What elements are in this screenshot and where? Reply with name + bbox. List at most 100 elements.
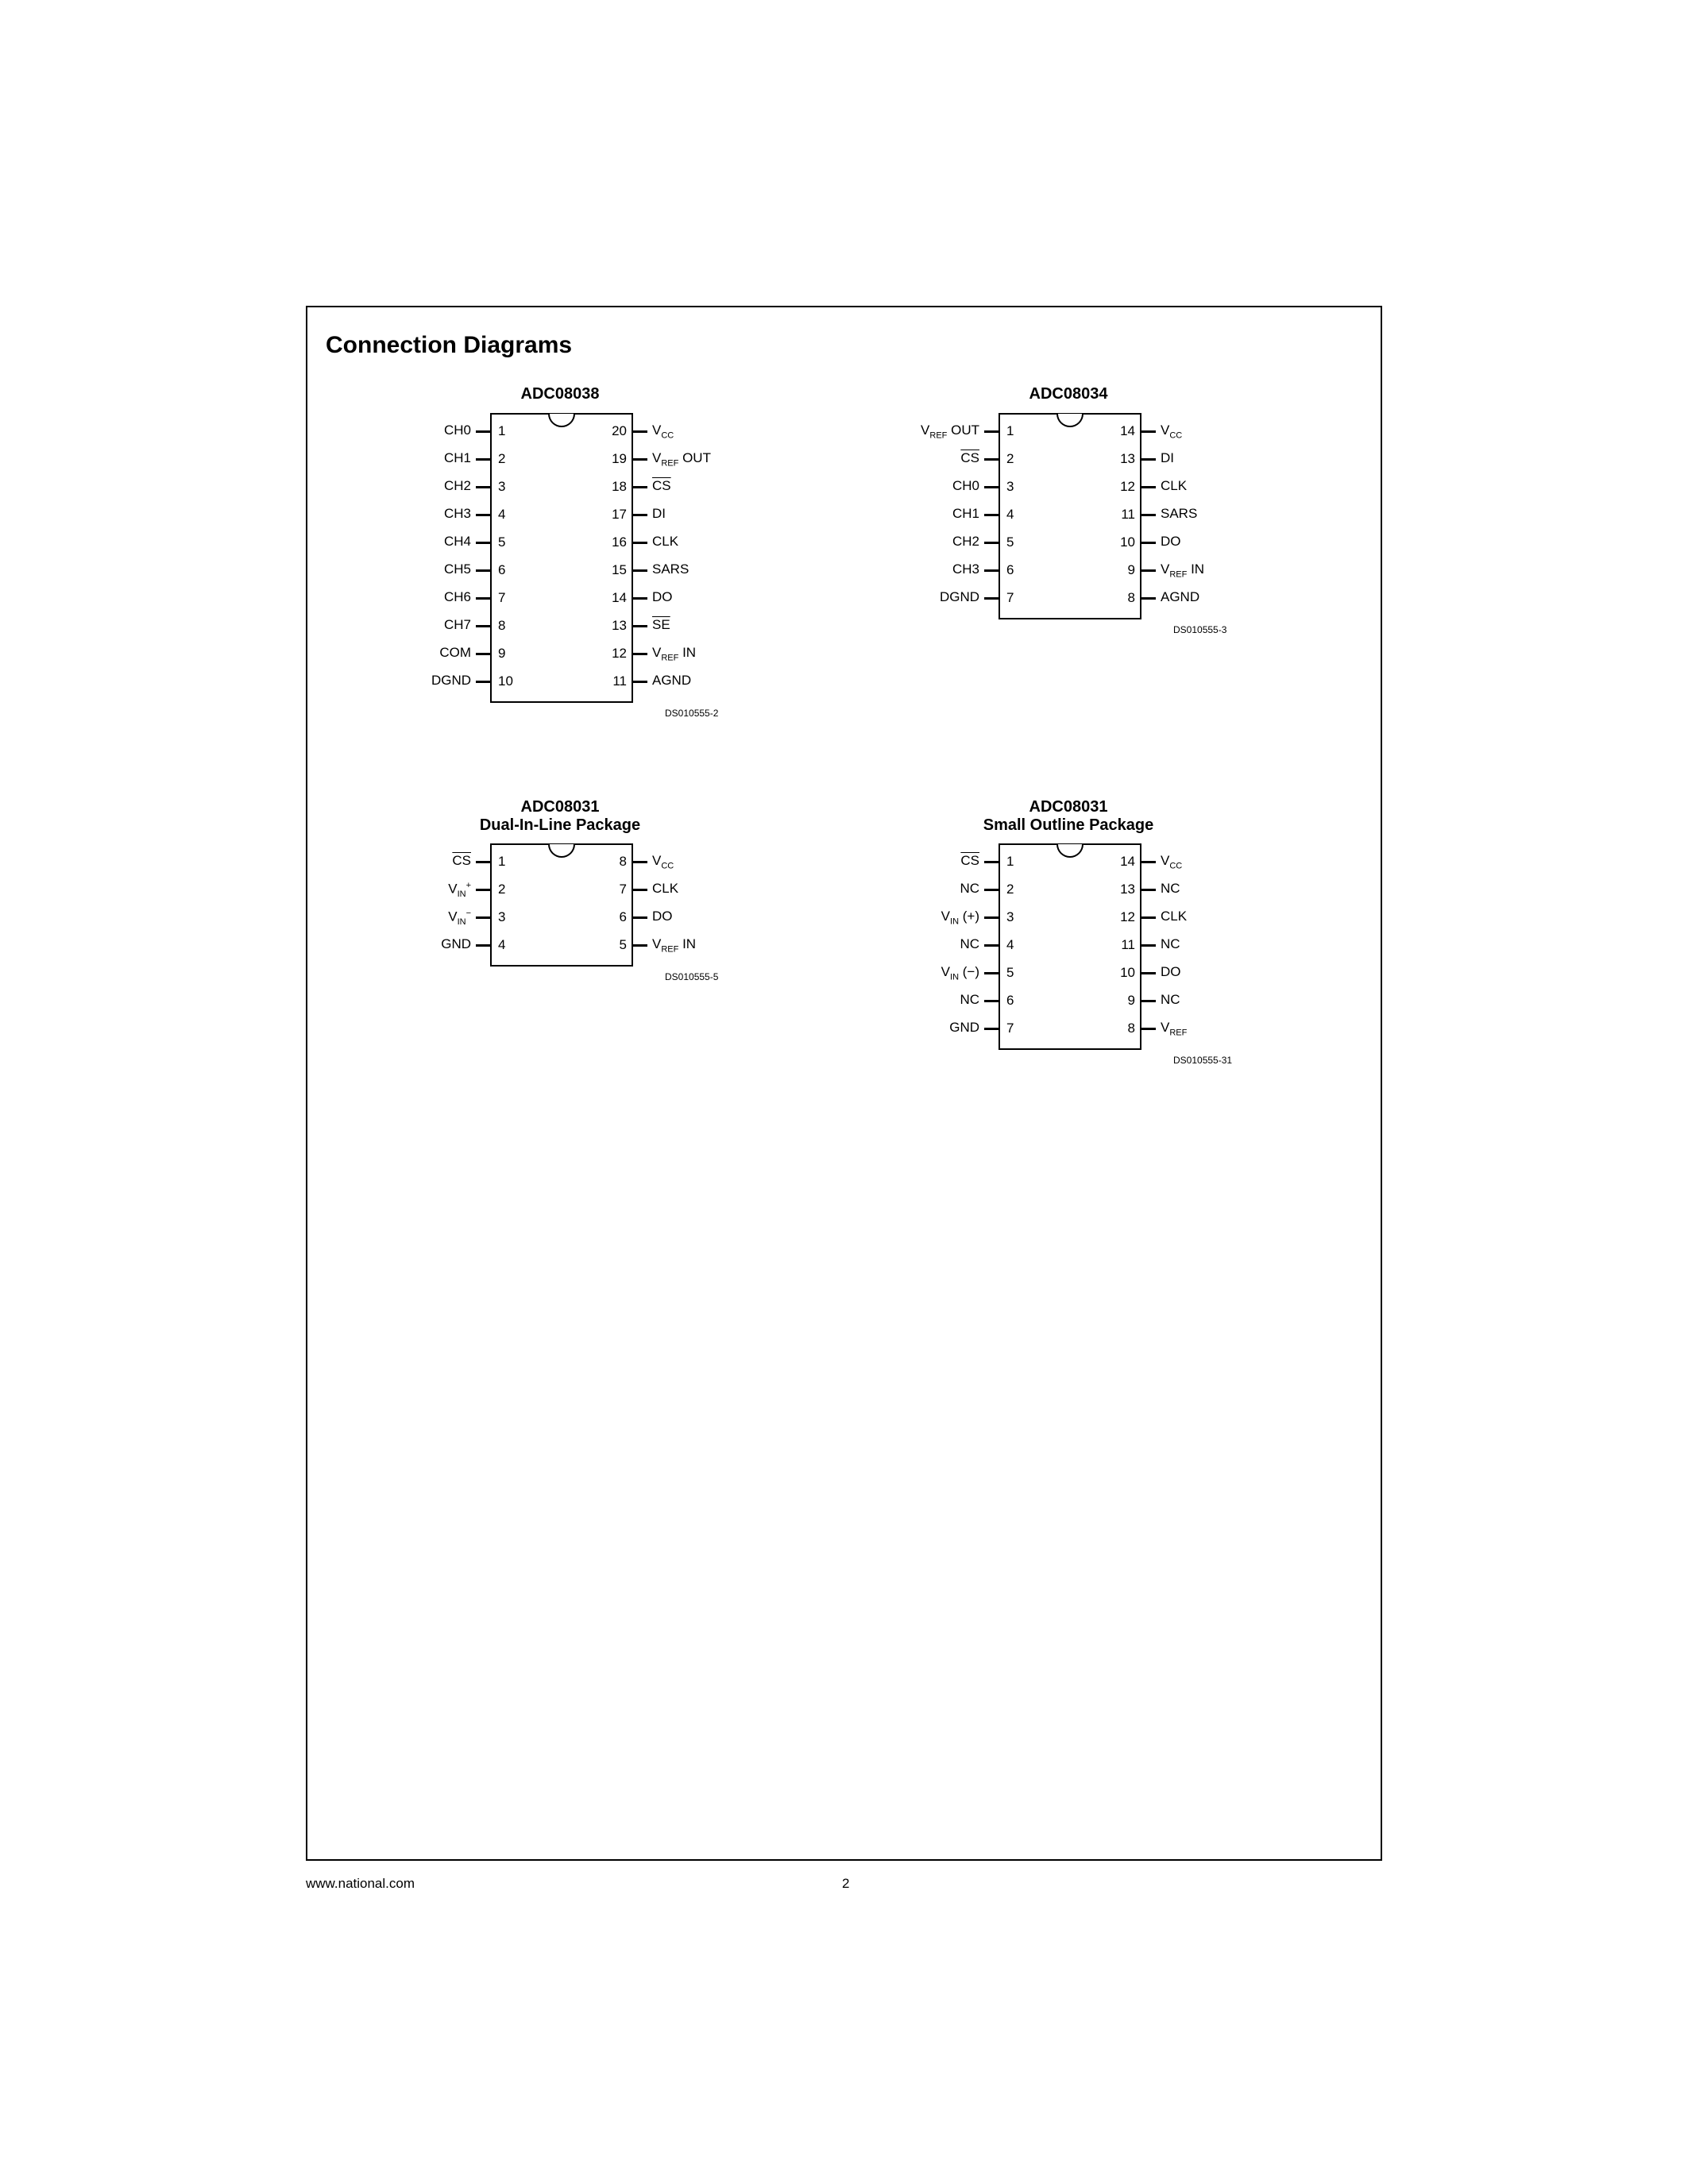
pin-label: CLK: [1161, 478, 1187, 494]
ds-label: DS010555-31: [1173, 1055, 1232, 1066]
pin-number: 11: [603, 673, 627, 689]
chip-title-text: ADC08031: [521, 798, 600, 816]
pin-tick: [1141, 430, 1156, 433]
pin-label: VIN−: [448, 909, 471, 927]
pin-number: 6: [1006, 993, 1014, 1009]
pin-tick: [1141, 542, 1156, 544]
pin-label: SE: [652, 617, 670, 633]
pin-number: 1: [498, 423, 505, 439]
pin-tick: [984, 569, 999, 572]
pin-number: 10: [498, 673, 513, 689]
pin-label: CS: [960, 450, 979, 466]
pin-tick: [633, 542, 647, 544]
pin-tick: [633, 597, 647, 600]
pin-tick: [1141, 458, 1156, 461]
pin-tick: [476, 944, 490, 947]
pin-number: 1: [1006, 423, 1014, 439]
pin-number: 2: [1006, 882, 1014, 897]
chip-title-adc08031-soic: ADC08031 Small Outline Package: [949, 798, 1188, 835]
pin-label: CH7: [444, 617, 471, 633]
pin-number: 8: [1111, 590, 1135, 606]
pin-label: VIN (+): [941, 909, 979, 926]
pin-tick: [984, 1028, 999, 1030]
pin-label: DI: [1161, 450, 1174, 466]
pin-number: 6: [1006, 562, 1014, 578]
chip-notch: [548, 414, 575, 427]
pin-number: 13: [1111, 882, 1135, 897]
pin-number: 9: [498, 646, 505, 662]
pin-number: 2: [498, 882, 505, 897]
pin-number: 7: [1006, 590, 1014, 606]
pin-number: 4: [498, 937, 505, 953]
pin-tick: [633, 430, 647, 433]
pin-number: 3: [1006, 479, 1014, 495]
pin-number: 5: [498, 534, 505, 550]
pin-number: 14: [603, 590, 627, 606]
pin-tick: [1141, 972, 1156, 974]
pin-tick: [1141, 597, 1156, 600]
section-title: Connection Diagrams: [326, 332, 572, 359]
pin-number: 6: [603, 909, 627, 925]
pin-tick: [984, 514, 999, 516]
pin-number: 3: [498, 909, 505, 925]
pin-number: 8: [498, 618, 505, 634]
pin-label: VCC: [652, 423, 674, 440]
pin-tick: [633, 486, 647, 488]
pin-label: DGND: [940, 589, 979, 605]
chip-title-text: ADC08031: [1029, 798, 1108, 816]
pin-number: 11: [1111, 507, 1135, 523]
pin-number: 4: [1006, 507, 1014, 523]
chip-notch: [1056, 414, 1083, 427]
chip-title-adc08034: ADC08034: [949, 385, 1188, 403]
pin-tick: [476, 625, 490, 627]
pin-number: 10: [1111, 965, 1135, 981]
pin-number: 19: [603, 451, 627, 467]
pin-number: 2: [498, 451, 505, 467]
pin-label: NC: [960, 936, 979, 952]
pin-label: COM: [439, 645, 471, 661]
chip-title-adc08038: ADC08038: [441, 385, 679, 403]
pin-label: CH1: [444, 450, 471, 466]
pin-tick: [984, 458, 999, 461]
pin-tick: [476, 486, 490, 488]
pin-label: DGND: [431, 673, 471, 689]
chip-notch: [548, 844, 575, 858]
pin-tick: [633, 861, 647, 863]
pin-tick: [633, 569, 647, 572]
pin-number: 13: [603, 618, 627, 634]
pin-label: VREF OUT: [652, 450, 711, 468]
pin-label: CH3: [444, 506, 471, 522]
pin-number: 12: [1111, 909, 1135, 925]
pin-tick: [476, 542, 490, 544]
pin-label: NC: [960, 992, 979, 1008]
pin-label: CLK: [652, 881, 678, 897]
pin-number: 5: [1006, 534, 1014, 550]
pin-label: CH4: [444, 534, 471, 550]
pin-tick: [633, 514, 647, 516]
pin-tick: [476, 458, 490, 461]
pin-number: 3: [1006, 909, 1014, 925]
pin-tick: [633, 916, 647, 919]
pin-tick: [633, 625, 647, 627]
pin-number: 3: [498, 479, 505, 495]
pin-number: 2: [1006, 451, 1014, 467]
pin-number: 16: [603, 534, 627, 550]
pin-number: 1: [1006, 854, 1014, 870]
pin-tick: [984, 430, 999, 433]
pin-tick: [476, 430, 490, 433]
pin-number: 1: [498, 854, 505, 870]
pin-label: VREF: [1161, 1020, 1187, 1037]
pin-tick: [984, 944, 999, 947]
pin-number: 5: [603, 937, 627, 953]
pin-label: NC: [1161, 881, 1180, 897]
pin-number: 10: [1111, 534, 1135, 550]
pin-tick: [1141, 861, 1156, 863]
pin-tick: [633, 458, 647, 461]
pin-tick: [984, 861, 999, 863]
pin-label: GND: [949, 1020, 979, 1036]
pin-tick: [1141, 916, 1156, 919]
pin-number: 12: [603, 646, 627, 662]
pin-label: CH2: [952, 534, 979, 550]
footer-page-number: 2: [842, 1876, 849, 1892]
pin-label: CH0: [444, 423, 471, 438]
